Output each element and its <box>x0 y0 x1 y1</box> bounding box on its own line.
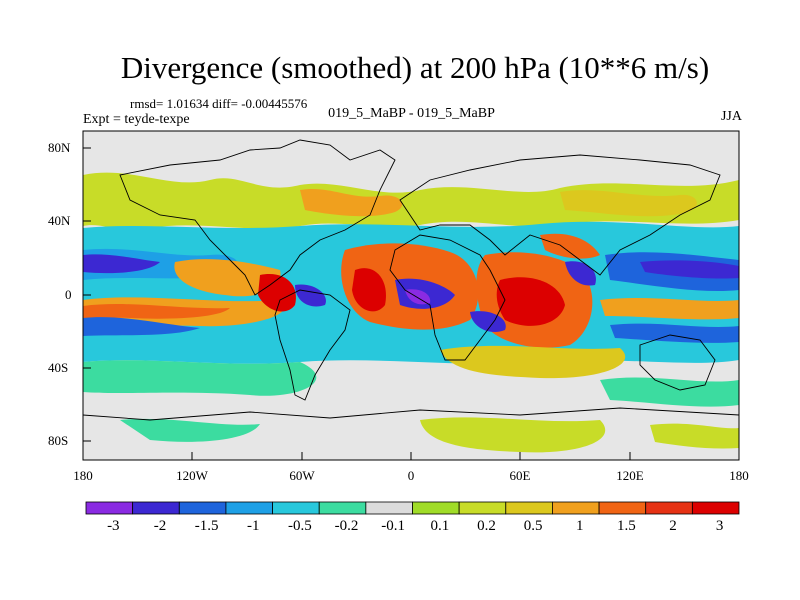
field-blob <box>83 254 160 274</box>
colorbar-swatch <box>178 501 227 515</box>
lon-label: 60E <box>509 468 531 483</box>
colorbar-label: -1.5 <box>194 518 219 534</box>
colorbar-swatch <box>691 501 740 515</box>
field-blob <box>120 418 260 442</box>
colorbar-swatch <box>85 501 134 515</box>
colorbar <box>85 501 740 515</box>
lat-label: 80S <box>48 433 69 448</box>
field-blob <box>420 417 606 453</box>
field-blob <box>496 277 565 326</box>
chart-title: Divergence (smoothed) at 200 hPa (10**6 … <box>120 50 710 85</box>
run-label: 019_5_MaBP - 019_5_MaBP <box>328 106 495 121</box>
field-blob <box>258 274 296 312</box>
coast-eurasia <box>399 154 721 276</box>
lat-label: 80N <box>48 140 71 155</box>
lat-label: 40S <box>48 360 69 375</box>
colorbar-swatch <box>318 501 367 515</box>
lon-label: 0 <box>407 468 415 483</box>
coastlines <box>82 139 740 421</box>
colorbar-swatch <box>412 501 460 515</box>
season-label: JJA <box>720 109 742 124</box>
colorbar-label: -3 <box>107 518 120 534</box>
field-blob <box>405 289 431 305</box>
colorbar-label: 0.1 <box>430 518 450 534</box>
field-blob <box>650 423 739 449</box>
colorbar-swatch <box>458 501 507 515</box>
colorbar-swatch <box>598 501 647 515</box>
colorbar-label: -0.1 <box>381 518 406 534</box>
colorbar-label: 0.5 <box>523 518 543 534</box>
lon-label: 120W <box>176 468 208 483</box>
field-blob <box>83 317 200 336</box>
colorbar-label: -0.2 <box>334 518 359 534</box>
colorbar-swatch <box>365 501 413 515</box>
colorbar-swatch <box>505 501 553 515</box>
lon-label: 180 <box>729 468 749 483</box>
colorbar-swatch <box>552 501 600 515</box>
field-blob <box>352 268 386 312</box>
field-blob <box>440 345 626 379</box>
lon-label: 60W <box>289 468 315 483</box>
lon-label: 180 <box>73 468 93 483</box>
stats-label: rmsd= 1.01634 diff= -0.00445576 <box>130 96 308 111</box>
field-blob <box>560 190 697 217</box>
coast-antarctica <box>82 407 740 421</box>
field-blob <box>300 188 403 217</box>
colorbar-swatch <box>272 501 320 515</box>
coast-north-america <box>119 139 396 296</box>
field-blob <box>540 233 600 259</box>
colorbar-label: 2 <box>669 518 677 534</box>
lon-label: 120E <box>616 468 644 483</box>
colorbar-swatch <box>225 501 273 515</box>
field-blob <box>600 298 739 320</box>
colorbar-label: 0.2 <box>477 518 496 534</box>
colorbar-label: -1 <box>247 518 260 534</box>
field-blob <box>83 304 230 319</box>
colorbar-label: 1.5 <box>617 518 636 534</box>
field-blob <box>174 259 281 297</box>
colorbar-label: -0.5 <box>288 518 312 534</box>
lat-label: 40N <box>48 213 71 228</box>
coast-australia <box>639 334 716 391</box>
field-blob <box>610 323 739 343</box>
colorbar-label: 1 <box>576 518 584 534</box>
colorbar-swatch <box>132 501 180 515</box>
axis-ticks <box>83 147 631 460</box>
colorbar-swatch <box>645 501 693 515</box>
field-band <box>83 360 317 396</box>
field-blob <box>565 261 596 286</box>
coast-south-america <box>274 289 351 401</box>
colorbar-label: 3 <box>715 518 724 534</box>
lat-label: 0 <box>65 287 72 302</box>
field-band <box>83 172 739 230</box>
field-blob <box>640 260 739 279</box>
coast-africa <box>389 234 506 361</box>
divergence-field <box>83 131 739 460</box>
colorbar-label: -2 <box>153 518 167 534</box>
experiment-label: Expt = teyde-texpe <box>83 112 190 127</box>
